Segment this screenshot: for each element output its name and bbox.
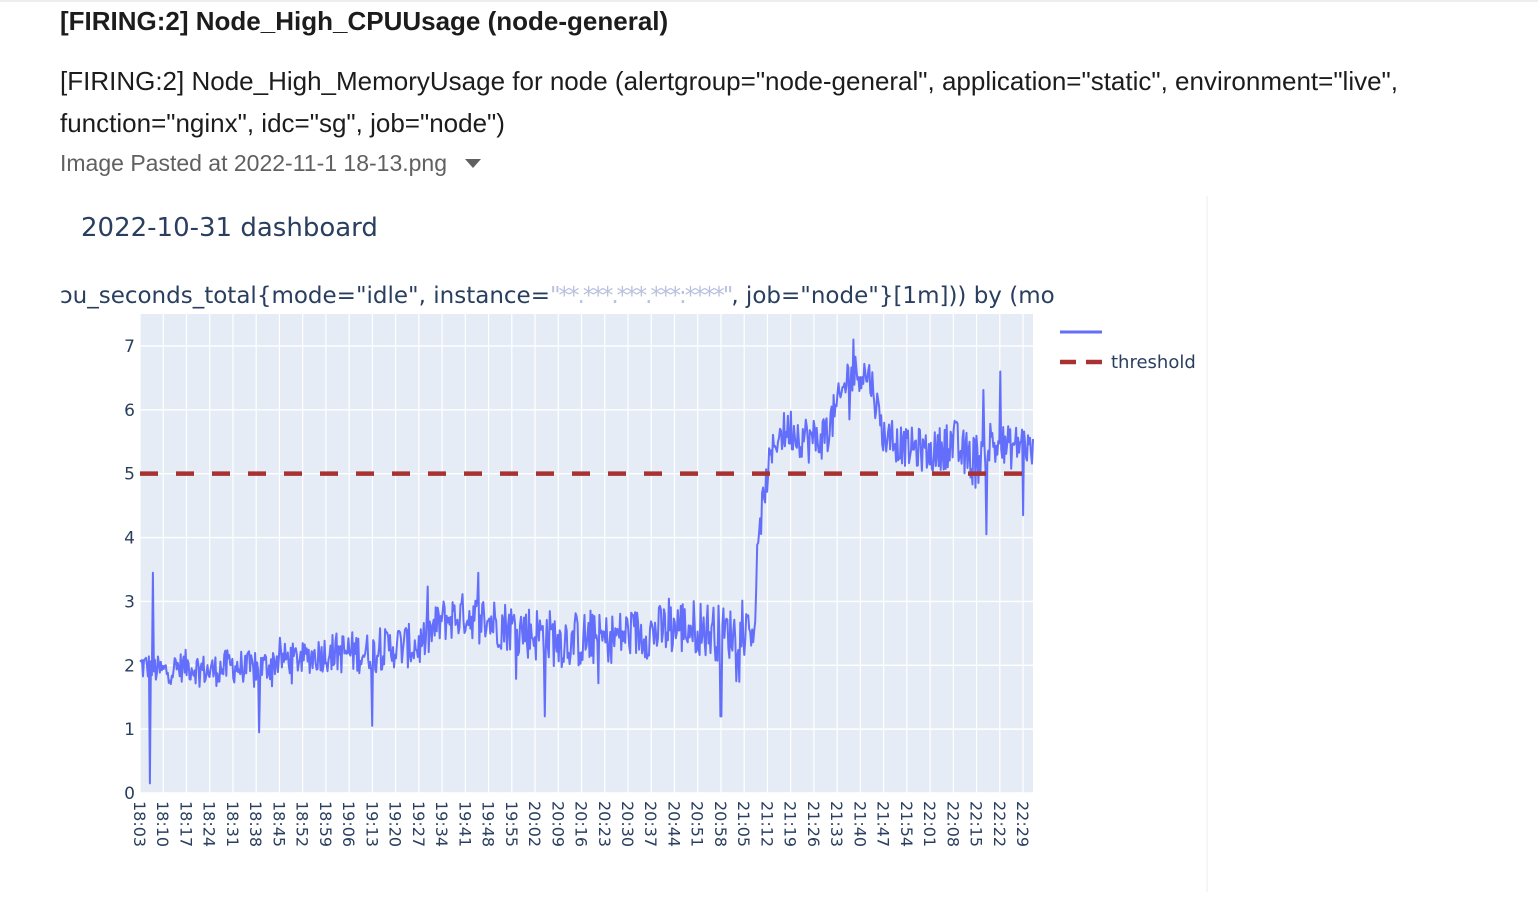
series-line <box>139 338 1034 785</box>
y-axis-ticks: 0 1 2 3 4 5 6 7 <box>124 337 135 804</box>
chart: 2022-10-31 dashboard ɔu_seconds_total{mo… <box>60 196 1206 892</box>
top-border <box>0 0 1538 2</box>
y-tick-label: 4 <box>124 529 135 549</box>
x-tick-label: 18:52 <box>293 801 312 847</box>
x-tick-label: 19:20 <box>386 801 405 847</box>
x-tick-label: 19:41 <box>455 801 474 847</box>
x-tick-label: 20:09 <box>548 801 567 847</box>
x-tick-label: 18:38 <box>246 801 265 847</box>
x-tick-label: 22:01 <box>920 801 939 847</box>
x-tick-label: 19:06 <box>339 801 358 847</box>
x-tick-label: 21:19 <box>781 801 800 847</box>
y-tick-label: 5 <box>124 465 135 485</box>
y-tick-label: 7 <box>124 337 135 357</box>
x-tick-label: 20:30 <box>618 801 637 847</box>
x-tick-label: 20:37 <box>641 801 660 847</box>
x-tick-label: 19:13 <box>362 801 381 847</box>
x-tick-label: 21:05 <box>734 801 753 847</box>
attachment-name: Image Pasted at 2022-11-1 18-13.png <box>60 150 448 176</box>
x-tick-label: 21:33 <box>827 801 846 847</box>
query-caption: ɔu_seconds_total{mode="idle", instance="… <box>60 283 1055 309</box>
x-tick-label: 18:10 <box>153 801 172 847</box>
caret-down-icon[interactable] <box>465 159 482 168</box>
x-tick-label: 19:55 <box>502 801 521 847</box>
x-tick-label: 18:24 <box>200 801 219 847</box>
x-tick-label: 21:12 <box>757 801 776 847</box>
x-tick-label: 20:02 <box>525 801 544 847</box>
y-tick-label: 0 <box>124 784 135 804</box>
x-tick-label: 18:17 <box>176 801 195 847</box>
x-tick-label: 22:29 <box>1013 801 1032 847</box>
redacted-instance: "**.***.***.***:****" <box>550 283 732 309</box>
x-tick-label: 20:58 <box>711 801 730 847</box>
x-tick-label: 18:31 <box>223 801 242 847</box>
attachment-toggle[interactable]: Image Pasted at 2022-11-1 18-13.png <box>60 150 482 177</box>
alert-title: [FIRING:2] Node_High_CPUUsage (node-gene… <box>60 6 669 36</box>
x-tick-label: 21:47 <box>874 801 893 847</box>
x-tick-label: 22:22 <box>990 801 1009 847</box>
x-tick-label: 22:15 <box>967 801 986 847</box>
series-layer <box>139 338 1034 785</box>
x-tick-label: 20:16 <box>572 801 591 847</box>
x-tick-label: 22:08 <box>943 801 962 847</box>
x-tick-label: 18:45 <box>269 801 288 847</box>
plot-area <box>140 314 1033 793</box>
x-tick-label: 19:27 <box>409 801 428 847</box>
x-tick-label: 18:59 <box>316 801 335 847</box>
y-tick-label: 3 <box>124 592 135 612</box>
alert-body: [FIRING:2] Node_High_MemoryUsage for nod… <box>60 66 1399 138</box>
x-tick-label: 18:03 <box>130 801 149 847</box>
x-tick-label: 19:34 <box>432 801 451 847</box>
chart-title: 2022-10-31 dashboard <box>81 213 378 243</box>
x-tick-label: 21:54 <box>897 801 916 847</box>
y-tick-label: 1 <box>124 720 135 740</box>
image-edge <box>1206 196 1208 892</box>
y-tick-label: 2 <box>124 656 135 676</box>
x-axis-ticks: 18:03 18:10 18:17 18:24 18:31 18:38 18:45 18:52… <box>130 801 1032 847</box>
x-tick-label: 19:48 <box>479 801 498 847</box>
x-tick-label: 20:51 <box>688 801 707 847</box>
legend: threshold <box>1060 330 1196 373</box>
x-tick-label: 20:44 <box>664 801 683 847</box>
y-tick-label: 6 <box>124 401 135 421</box>
x-tick-label: 21:40 <box>850 801 869 847</box>
x-tick-label: 21:26 <box>804 801 823 847</box>
legend-label-threshold: threshold <box>1111 352 1196 373</box>
x-tick-label: 20:23 <box>595 801 614 847</box>
pasted-image[interactable]: 2022-10-31 dashboard ɔu_seconds_total{mo… <box>60 196 1206 892</box>
